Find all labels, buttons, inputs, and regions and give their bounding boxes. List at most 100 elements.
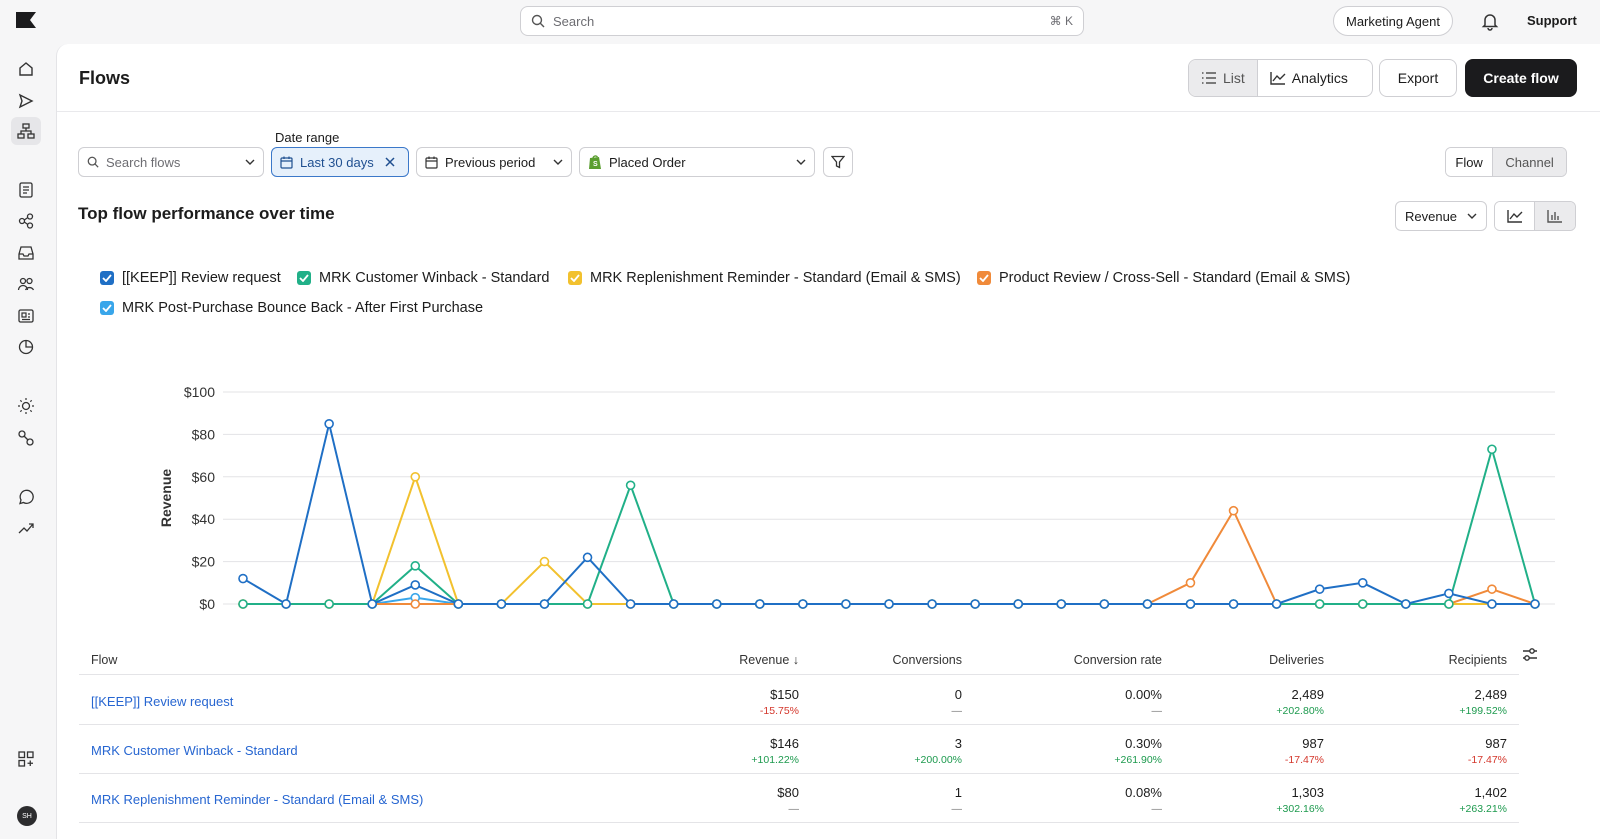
column-header-revenue[interactable]: Revenue ↓ bbox=[739, 653, 799, 667]
legend-item[interactable]: Product Review / Cross-Sell - Standard (… bbox=[977, 270, 1350, 286]
series-line bbox=[243, 508, 1536, 605]
x-tick-label: May 13 bbox=[651, 622, 697, 624]
checkbox-icon[interactable] bbox=[568, 271, 582, 285]
chart-type-toggle bbox=[1494, 201, 1576, 231]
audience-icon[interactable] bbox=[15, 273, 37, 295]
data-point bbox=[1487, 584, 1497, 594]
chart-metric-select[interactable]: Revenue bbox=[1395, 201, 1487, 231]
whatsapp-icon[interactable] bbox=[15, 486, 37, 508]
column-header-flow[interactable]: Flow bbox=[91, 653, 118, 667]
data-point bbox=[238, 573, 248, 584]
series-line bbox=[242, 423, 1535, 606]
column-header-conversion-rate[interactable]: Conversion rate bbox=[1073, 653, 1162, 667]
content-icon[interactable] bbox=[15, 305, 37, 327]
search-flows-input[interactable]: Search flows bbox=[78, 147, 264, 177]
global-search-placeholder: Search bbox=[553, 13, 595, 29]
y-tick-label: $20 bbox=[192, 554, 216, 570]
data-point bbox=[1228, 505, 1239, 516]
integrations-icon[interactable] bbox=[15, 427, 37, 449]
rate-delta: — bbox=[1151, 705, 1163, 717]
series-line bbox=[243, 445, 1536, 605]
rate-cell: 0.30% +261.90% bbox=[1114, 736, 1162, 766]
flow-name-link[interactable]: MRK Replenishment Reminder - Standard (E… bbox=[91, 792, 424, 807]
date-range-select[interactable]: Last 30 days bbox=[271, 147, 409, 177]
data-point bbox=[1401, 599, 1411, 609]
conversions-value: 3 bbox=[954, 736, 962, 751]
brand-logo-icon[interactable] bbox=[16, 12, 36, 28]
list-view-button[interactable]: List bbox=[1189, 60, 1258, 96]
chevron-down-icon bbox=[553, 159, 563, 165]
data-point bbox=[410, 580, 421, 590]
data-point bbox=[582, 552, 593, 563]
bell-icon[interactable] bbox=[1480, 11, 1500, 31]
send-icon[interactable] bbox=[15, 90, 37, 112]
data-point bbox=[1271, 599, 1282, 609]
chart-metric-value: Revenue bbox=[1405, 208, 1458, 224]
analytics-icon[interactable] bbox=[15, 336, 37, 358]
create-flow-button[interactable]: Create flow bbox=[1465, 59, 1577, 97]
data-point bbox=[539, 599, 550, 609]
conversion-metric-select[interactable]: S Placed Order bbox=[579, 147, 815, 177]
checkbox-icon[interactable] bbox=[297, 271, 311, 285]
segments-icon[interactable] bbox=[15, 210, 37, 232]
analytics-view-label: Analytics bbox=[1291, 70, 1348, 86]
data-point bbox=[1185, 578, 1196, 588]
data-point bbox=[1444, 588, 1454, 599]
checkbox-icon[interactable] bbox=[100, 271, 114, 285]
global-search-input[interactable]: Search ⌘ K bbox=[520, 6, 1084, 36]
trending-icon[interactable] bbox=[15, 517, 37, 539]
recipients-value: 987 bbox=[1485, 736, 1507, 751]
revenue-value: $146 bbox=[770, 736, 799, 751]
table-settings-icon[interactable] bbox=[1521, 646, 1539, 664]
column-header-deliveries[interactable]: Deliveries bbox=[1269, 653, 1324, 667]
revenue-delta: -15.75% bbox=[759, 705, 799, 717]
recipients-cell: 987 -17.47% bbox=[1468, 736, 1507, 766]
inbox-icon[interactable] bbox=[15, 242, 37, 264]
table-row[interactable]: MRK Replenishment Reminder - Standard (E… bbox=[79, 774, 1519, 823]
checkbox-icon[interactable] bbox=[977, 271, 991, 285]
filter-button[interactable] bbox=[823, 147, 853, 177]
bar-chart-button[interactable] bbox=[1535, 202, 1575, 230]
checkbox-icon[interactable] bbox=[100, 301, 114, 315]
home-icon[interactable] bbox=[15, 58, 37, 80]
legend-item[interactable]: [[KEEP]] Review request bbox=[100, 270, 281, 286]
revenue-delta: +101.22% bbox=[751, 754, 799, 766]
analytics-view-button[interactable]: Analytics bbox=[1258, 60, 1360, 96]
close-icon[interactable] bbox=[385, 157, 395, 167]
support-link[interactable]: Support bbox=[1527, 13, 1577, 28]
group-by-channel-button[interactable]: Channel bbox=[1493, 148, 1566, 176]
table-row[interactable]: [[KEEP]] Review request $150 -15.75% 0—0.00… bbox=[79, 676, 1519, 725]
x-tick-label: May 31 bbox=[1426, 622, 1472, 624]
avatar[interactable]: SH bbox=[17, 806, 37, 826]
deliveries-value: 1,303 bbox=[1291, 785, 1324, 800]
flows-icon[interactable] bbox=[11, 117, 41, 145]
group-by-flow-button[interactable]: Flow bbox=[1446, 148, 1494, 176]
export-button[interactable]: Export bbox=[1379, 59, 1457, 97]
ideas-icon[interactable] bbox=[15, 395, 37, 417]
flow-name-link[interactable]: MRK Customer Winback - Standard bbox=[91, 743, 298, 758]
revenue-cell: $150 -15.75% bbox=[760, 687, 799, 717]
line-chart-button[interactable] bbox=[1495, 202, 1536, 230]
y-tick-label: $40 bbox=[192, 511, 216, 527]
compare-period-select[interactable]: Previous period bbox=[416, 147, 572, 177]
y-axis-label: Revenue bbox=[158, 469, 174, 528]
recipients-value: 2,489 bbox=[1474, 687, 1507, 702]
legend-item[interactable]: MRK Replenishment Reminder - Standard (E… bbox=[568, 270, 961, 286]
deliveries-cell: 987 -17.47% bbox=[1285, 736, 1324, 766]
legend-item[interactable]: MRK Customer Winback - Standard bbox=[297, 270, 549, 286]
column-header-recipients[interactable]: Recipients bbox=[1448, 653, 1507, 667]
apps-icon[interactable] bbox=[15, 748, 37, 770]
data-point bbox=[1314, 584, 1325, 594]
legend-label: Product Review / Cross-Sell - Standard (… bbox=[999, 270, 1351, 286]
flow-name-link[interactable]: [[KEEP]] Review request bbox=[91, 694, 234, 709]
recipients-cell: 2,489 +199.52% bbox=[1459, 687, 1507, 717]
x-tick-label: May 29 bbox=[1340, 622, 1386, 624]
column-header-conversions[interactable]: Conversions bbox=[892, 653, 962, 667]
legend-item[interactable]: MRK Post-Purchase Bounce Back - After Fi… bbox=[100, 300, 483, 316]
data-point bbox=[324, 418, 334, 429]
marketing-agent-button[interactable]: Marketing Agent bbox=[1333, 6, 1453, 36]
table-row[interactable]: MRK Customer Winback - Standard $146 +101.… bbox=[79, 725, 1519, 774]
page-header: Flows List Analytics Export Create flow bbox=[57, 44, 1600, 112]
data-point bbox=[410, 561, 421, 571]
list-icon[interactable] bbox=[15, 179, 37, 201]
